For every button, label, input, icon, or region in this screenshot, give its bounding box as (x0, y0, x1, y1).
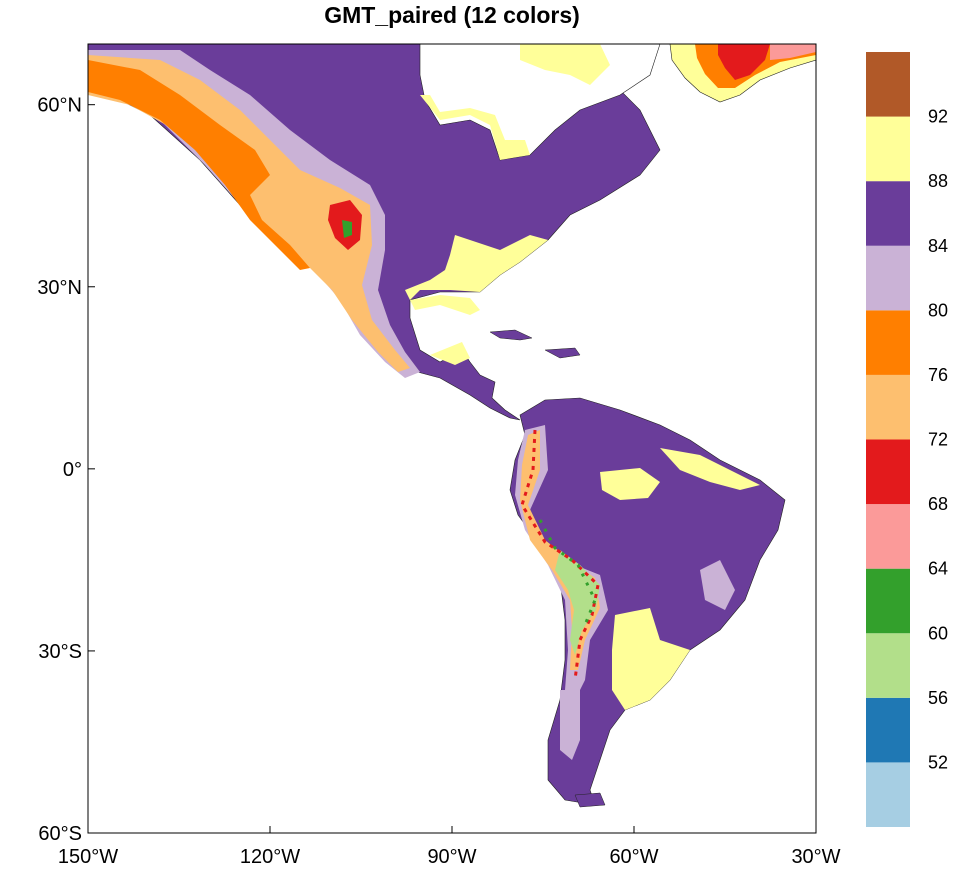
colorbar-swatch (866, 633, 910, 698)
colorbar-swatch (866, 52, 910, 117)
hispaniola (544, 347, 581, 359)
colorbar-label: 76 (928, 365, 948, 385)
colorbar: 52 56 60 64 68 72 76 80 84 88 92 (866, 52, 948, 827)
greenland-pink (770, 44, 816, 60)
pampas (612, 608, 690, 710)
tierra-del-fuego (574, 792, 606, 808)
y-tick-label: 60°N (37, 95, 82, 117)
colorbar-label: 88 (928, 171, 948, 191)
colorbar-swatch (866, 504, 910, 569)
colorbar-label: 64 (928, 559, 948, 579)
cordillera-orange (88, 60, 310, 270)
cuba (489, 329, 533, 341)
colorbar-label: 52 (928, 752, 948, 772)
colorbar-swatch (866, 374, 910, 440)
andes-green (538, 519, 597, 626)
y-tick-label: 0° (63, 459, 82, 481)
patagonia-lilac (560, 690, 580, 760)
arctic-yellow (520, 44, 610, 85)
atlantic-coastal-plain (405, 235, 548, 300)
axes: 150°W 120°W 90°W 60°W 30°W 60°N 30°N 0° 30°S 60°S (37, 95, 840, 868)
map-title: GMT_paired (12 colors) (324, 2, 580, 28)
x-tick-label: 120°W (240, 846, 300, 868)
amazon-patch (600, 468, 660, 500)
x-tick-label: 60°W (609, 846, 658, 868)
x-tick-label: 30°W (791, 846, 840, 868)
central-america-yellow (430, 342, 470, 365)
x-tick-label: 150°W (58, 846, 118, 868)
andes (555, 550, 600, 655)
colorbar-swatch (866, 439, 910, 505)
y-tick-label: 30°N (37, 277, 82, 299)
colorbar-swatch (866, 116, 910, 182)
map-area (88, 44, 816, 808)
colorbar-label: 72 (928, 430, 948, 450)
colorbar-label: 56 (928, 688, 948, 708)
colorbar-swatch (866, 568, 910, 634)
y-tick-label: 30°S (38, 641, 82, 663)
andes-red (520, 429, 600, 681)
hudson-coast-yellow (420, 95, 530, 160)
colorbar-swatch (866, 310, 910, 375)
colorbar-label: 92 (928, 107, 948, 127)
colorbar-swatch (866, 181, 910, 246)
colorbar-label: 84 (928, 236, 948, 256)
colorbar-label: 80 (928, 300, 948, 320)
colorbar-label: 60 (928, 623, 948, 643)
south-america-lowland (509, 397, 786, 806)
colorbar-label: 68 (928, 494, 948, 514)
brazil-highland-lilac (700, 560, 735, 610)
guiana-coast (660, 448, 760, 490)
y-tick-label: 60°S (38, 823, 82, 845)
rockies-green (342, 220, 352, 238)
colorbar-swatch (866, 697, 910, 763)
colorbar-swatch (866, 245, 910, 311)
colorbar-swatch (866, 762, 910, 827)
x-tick-label: 90°W (427, 846, 476, 868)
greenland-summit (718, 44, 770, 80)
gulf-coast-yellow (410, 295, 480, 315)
